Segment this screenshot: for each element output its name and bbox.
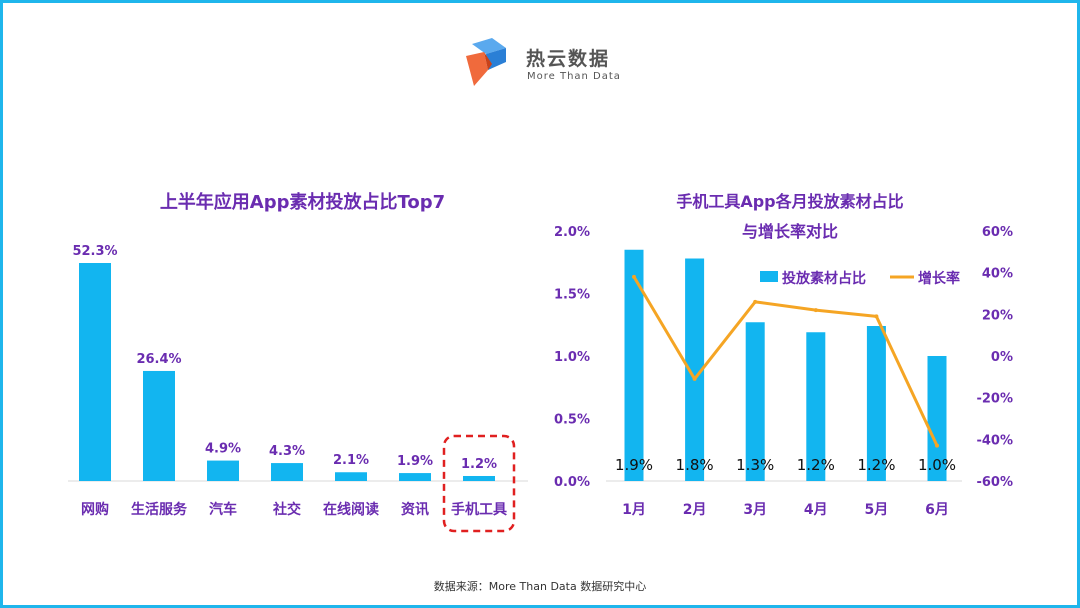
bar-value-label-网购: 52.3% [72,244,117,259]
right-axis-tick: 20% [982,308,1013,323]
left-chart-title: 上半年应用App素材投放占比Top7 [159,192,446,213]
legend-swatch-bar [760,271,778,282]
left-axis-tick: 0.5% [554,413,590,428]
growth-rate-point-2月 [692,376,697,381]
month-label-5月: 5月 [865,502,889,518]
legend-label-bar: 投放素材占比 [782,270,866,287]
bar-value-label-手机工具: 1.2% [461,457,497,472]
bar-在线阅读 [335,472,367,481]
left-axis-tick: 1.5% [554,288,590,303]
bar-汽车 [207,460,239,481]
growth-rate-point-4月 [813,308,818,313]
left-axis-tick: 1.0% [554,350,590,365]
right-axis-tick: -40% [976,433,1013,448]
bar-value-label-社交: 4.3% [269,444,305,459]
growth-rate-point-5月 [874,314,879,319]
cube-logo-icon [466,38,506,86]
right-axis-tick: -20% [976,392,1013,407]
bar-value-label-6月: 1.0% [918,456,956,474]
bar-6月 [927,356,947,481]
bar-1月 [624,249,644,481]
month-label-4月: 4月 [804,502,828,518]
category-label-网购: 网购 [81,501,109,518]
brand-tagline: More Than Data [527,71,621,82]
data-source-note: 数据来源：More Than Data 数据研究中心 [433,580,647,593]
bar-value-label-5月: 1.2% [857,456,895,474]
right-chart-title-line2: 与增长率对比 [741,222,838,241]
highlight-box [442,434,516,533]
right-axis-tick: -60% [976,475,1013,490]
bar-value-label-在线阅读: 2.1% [333,453,369,468]
growth-rate-point-1月 [632,274,636,279]
right-chart-title-line1: 手机工具App各月投放素材占比 [676,192,904,211]
growth-rate-point-6月 [935,443,939,448]
brand-name: 热云数据 [526,48,611,70]
bar-4月 [806,332,826,481]
left-axis-tick: 2.0% [554,225,590,240]
bar-value-label-2月: 1.8% [676,456,714,474]
left-axis-tick: 0.0% [554,475,590,490]
bar-生活服务 [143,370,175,481]
bar-手机工具 [463,475,495,481]
right-axis-tick: 60% [982,225,1013,240]
month-label-3月: 3月 [743,502,767,518]
month-label-1月: 1月 [622,502,646,518]
bar-value-label-汽车: 4.9% [205,442,241,457]
legend-label-line: 增长率 [918,270,960,287]
category-label-资讯: 资讯 [401,501,429,518]
bar-网购 [79,263,111,481]
category-label-在线阅读: 在线阅读 [323,501,379,518]
growth-rate-point-3月 [753,299,758,304]
bar-5月 [866,326,886,481]
bar-3月 [745,322,765,481]
category-label-手机工具: 手机工具 [451,501,507,518]
category-label-汽车: 汽车 [209,501,237,518]
right-axis-tick: 0% [991,350,1013,365]
category-label-社交: 社交 [272,501,301,518]
bar-2月 [685,258,705,481]
month-label-2月: 2月 [683,502,707,518]
bar-资讯 [399,473,431,481]
bar-value-label-1月: 1.9% [615,456,653,474]
brand-logo: 热云数据 More Than Data [462,38,632,92]
growth-rate-line [632,276,939,447]
month-label-6月: 6月 [925,502,949,518]
bar-value-label-3月: 1.3% [736,456,774,474]
right-axis-tick: 40% [982,267,1013,282]
bar-社交 [271,463,303,481]
category-label-生活服务: 生活服务 [131,501,188,518]
bar-value-label-4月: 1.2% [797,456,835,474]
bar-value-label-生活服务: 26.4% [136,352,181,367]
bar-value-label-资讯: 1.9% [397,454,433,469]
